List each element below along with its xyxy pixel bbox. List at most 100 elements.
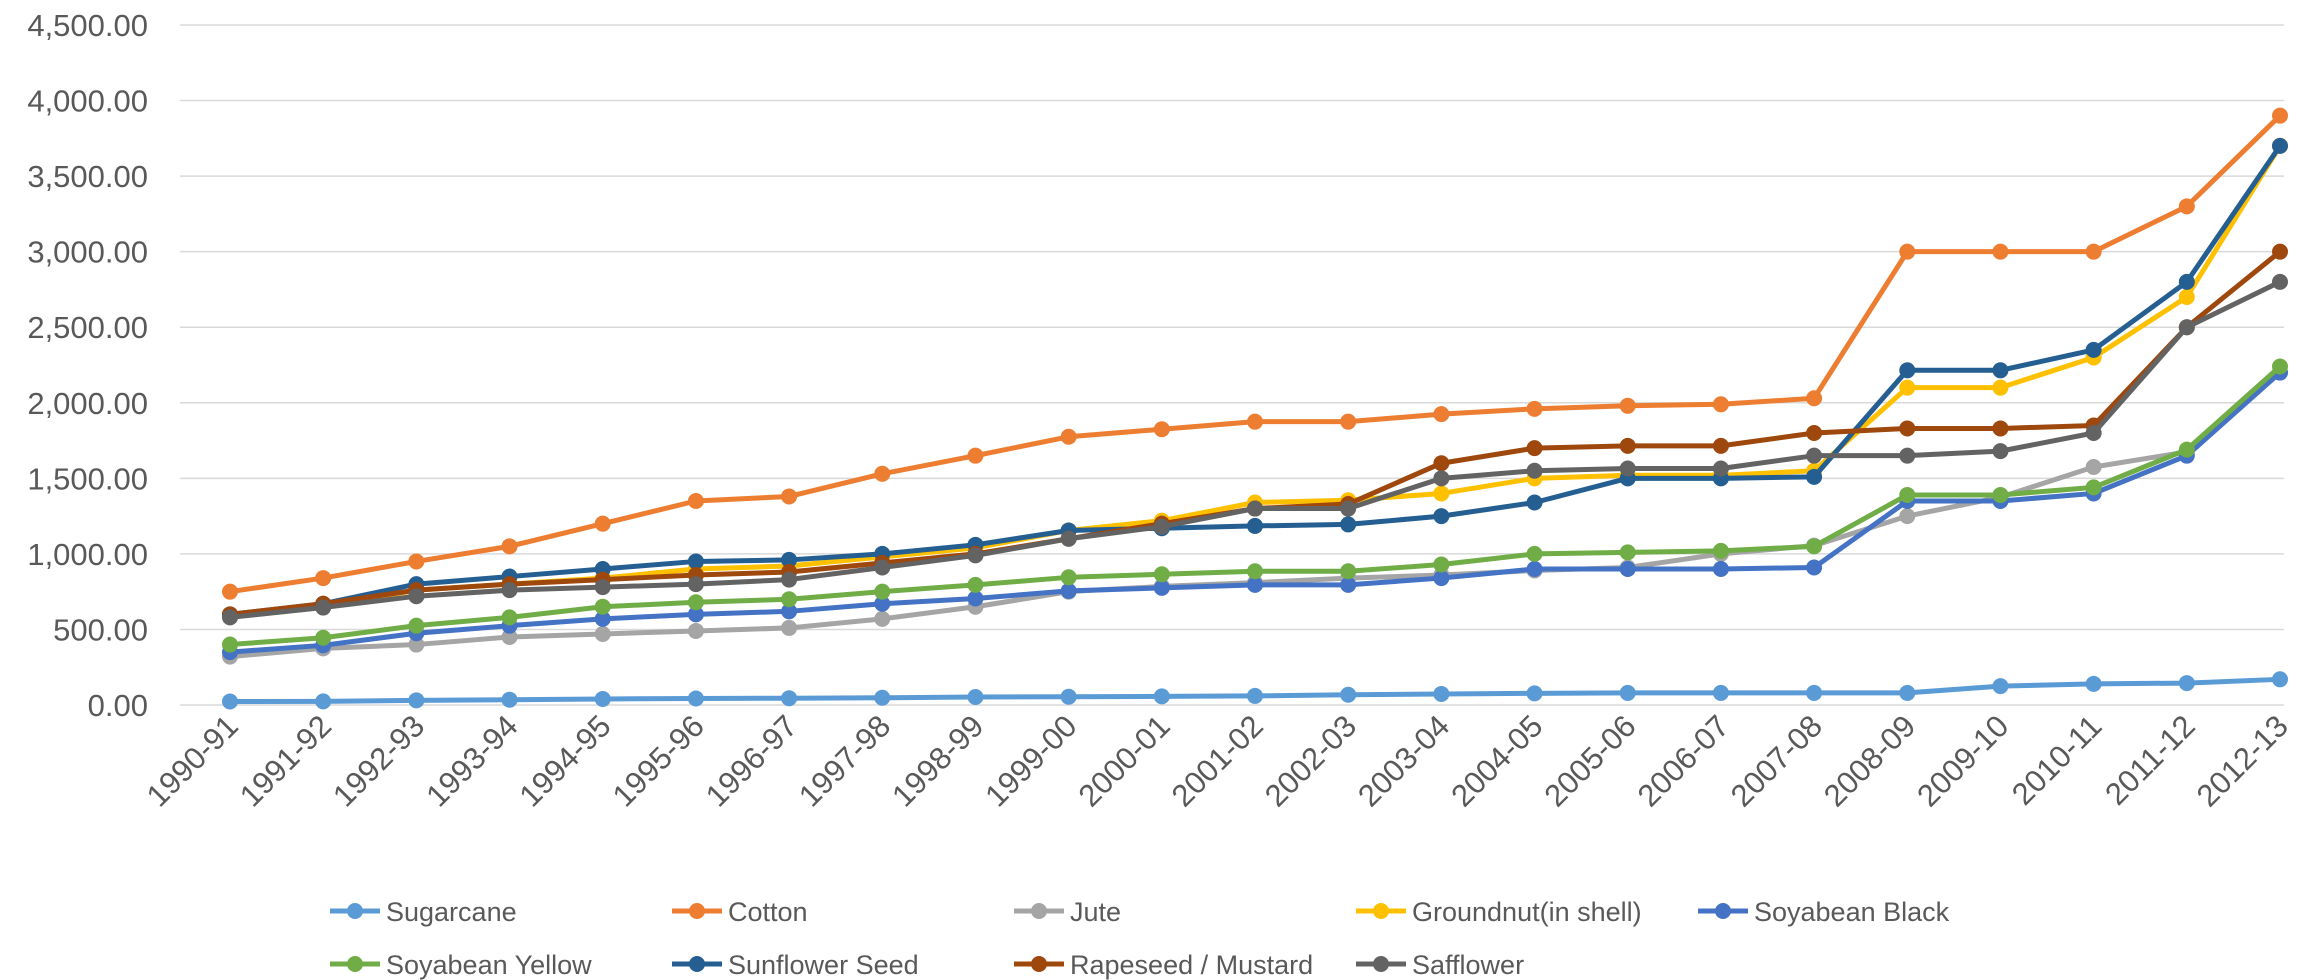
data-point — [1060, 530, 1077, 547]
data-point — [874, 465, 891, 482]
x-tick-label: 1990-91 — [140, 708, 245, 813]
x-tick-label: 2011-12 — [2098, 708, 2202, 812]
data-point — [315, 599, 332, 616]
data-point — [1619, 561, 1636, 577]
x-tick-label: 2001-02 — [1165, 708, 1270, 813]
legend-item: Groundnut(in shell) — [1356, 897, 1642, 927]
x-tick-label: 2002-03 — [1258, 708, 1363, 813]
data-point — [781, 591, 798, 608]
data-point — [1433, 406, 1450, 423]
data-point — [2272, 243, 2288, 260]
data-point — [687, 493, 704, 509]
data-point — [315, 629, 332, 646]
legend-swatch-marker — [1031, 903, 1047, 919]
data-point — [408, 553, 425, 570]
data-point — [1526, 545, 1543, 562]
data-point — [874, 610, 891, 627]
data-point — [1433, 685, 1450, 702]
data-point — [1992, 486, 2009, 503]
data-point — [594, 625, 611, 642]
series-soyabean-yellow — [222, 358, 2288, 653]
data-point — [1806, 538, 1823, 555]
data-point — [781, 551, 798, 568]
data-point — [594, 515, 611, 532]
data-point — [408, 588, 425, 605]
data-point — [2178, 289, 2195, 305]
data-point — [1153, 579, 1170, 596]
data-point — [1433, 570, 1450, 587]
series-cotton — [222, 107, 2288, 600]
y-tick-label: 2,500.00 — [27, 310, 148, 345]
legend: Sugarcane Cotton Jute Groundnut(in shell) So… — [330, 897, 1950, 980]
legend-label: Soyabean Yellow — [386, 950, 592, 980]
data-point — [2085, 479, 2102, 496]
legend-item: Cotton — [672, 897, 808, 927]
x-tick-label: 1998-99 — [885, 708, 990, 813]
legend-item: Soyabean Yellow — [330, 950, 592, 980]
legend-label: Groundnut(in shell) — [1412, 897, 1642, 927]
x-tick-label: 2012-13 — [2190, 708, 2295, 813]
legend-swatch-marker — [347, 956, 363, 972]
legend-item: Rapeseed / Mustard — [1014, 950, 1313, 980]
data-point — [1340, 576, 1357, 593]
data-point — [1247, 500, 1263, 517]
data-point — [501, 582, 518, 599]
data-point — [1806, 425, 1823, 441]
legend-item: Sunflower Seed — [672, 950, 919, 980]
data-point — [1619, 460, 1636, 477]
data-point — [1433, 485, 1450, 502]
x-tick-label: 1993-94 — [419, 708, 524, 813]
data-point — [1899, 379, 1916, 396]
data-point — [687, 622, 704, 639]
data-point — [967, 447, 984, 464]
data-point — [501, 538, 518, 555]
data-point — [1899, 508, 1916, 525]
legend-label: Rapeseed / Mustard — [1070, 950, 1313, 980]
series-sugarcane — [222, 671, 2288, 710]
legend-label: Soyabean Black — [1754, 897, 1950, 927]
data-point — [1433, 556, 1450, 573]
data-point — [408, 692, 425, 709]
data-point — [1899, 486, 1916, 503]
data-point — [1619, 544, 1636, 561]
y-tick-label: 3,000.00 — [27, 235, 148, 270]
data-point — [687, 594, 704, 611]
x-tick-label: 1996-97 — [699, 708, 804, 813]
legend-swatch-marker — [1715, 903, 1731, 919]
data-point — [1247, 413, 1263, 430]
data-point — [1433, 455, 1450, 472]
x-tick-label: 2000-01 — [1072, 708, 1177, 813]
data-point — [1526, 685, 1543, 702]
series-sunflower-seed — [222, 137, 2288, 623]
data-point — [874, 559, 891, 576]
data-point — [1992, 443, 2009, 460]
data-point — [501, 629, 518, 645]
x-tick-label: 2009-10 — [1910, 708, 2015, 813]
data-point — [967, 590, 984, 607]
legend-label: Sugarcane — [386, 897, 517, 927]
x-tick-label: 2005-06 — [1537, 708, 1642, 813]
data-point — [781, 690, 798, 707]
data-point — [1992, 243, 2009, 260]
series-line — [229, 144, 2283, 617]
legend-swatch-marker — [347, 903, 363, 919]
data-point — [1247, 687, 1263, 704]
data-point — [222, 583, 238, 600]
legend-item: Jute — [1014, 897, 1121, 927]
data-point — [1712, 561, 1729, 577]
x-tick-label: 2003-04 — [1351, 708, 1456, 813]
legend-label: Safflower — [1412, 950, 1524, 980]
data-point — [1247, 576, 1263, 593]
data-point — [2272, 671, 2288, 688]
data-point — [2272, 137, 2288, 154]
data-point — [222, 609, 238, 626]
series-lines — [222, 107, 2288, 710]
y-tick-label: 500.00 — [53, 612, 148, 647]
data-point — [594, 610, 611, 627]
y-tick-label: 0.00 — [88, 688, 148, 723]
y-tick-label: 3,500.00 — [27, 159, 148, 194]
data-point — [1526, 494, 1543, 511]
series-line — [229, 144, 2283, 618]
data-point — [1806, 447, 1823, 464]
